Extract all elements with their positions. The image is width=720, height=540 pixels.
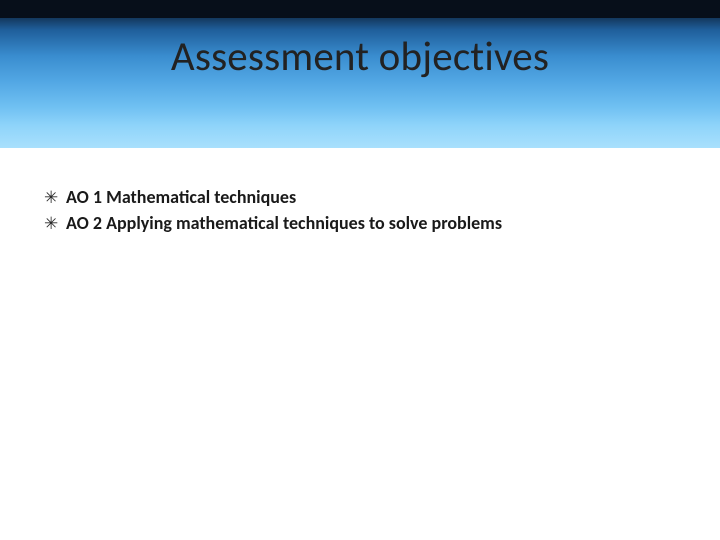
list-item: ✳ AO 1 Mathematical techniques (44, 186, 674, 209)
bullet-text: AO 2 Applying mathematical techniques to… (66, 212, 674, 235)
bullet-list: ✳ AO 1 Mathematical techniques ✳ AO 2 Ap… (44, 186, 674, 239)
list-item: ✳ AO 2 Applying mathematical techniques … (44, 212, 674, 235)
bullet-text: AO 1 Mathematical techniques (66, 186, 674, 209)
slide: Assessment objectives ✳ AO 1 Mathematica… (0, 0, 720, 540)
slide-title: Assessment objectives (0, 32, 720, 82)
asterisk-icon: ✳ (44, 213, 66, 235)
asterisk-icon: ✳ (44, 187, 66, 209)
header-top-stripe (0, 0, 720, 18)
